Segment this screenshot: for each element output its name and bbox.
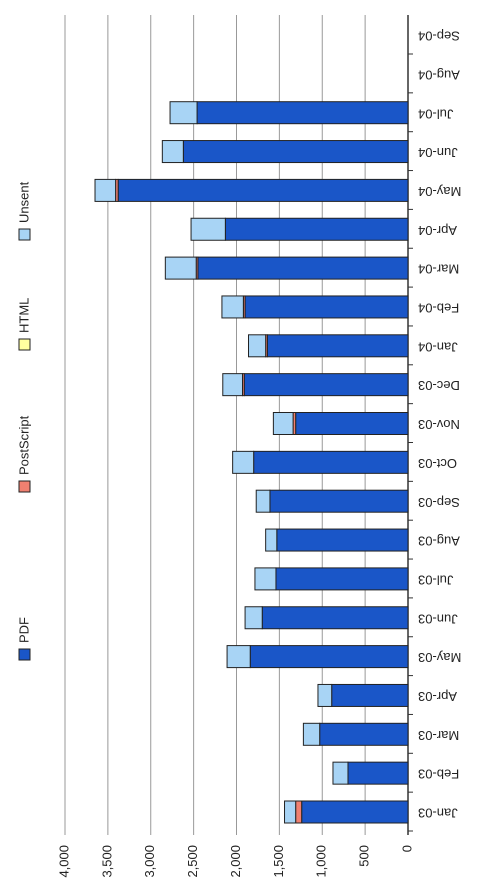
x-tick-label: Mar-03 (418, 728, 459, 743)
x-tick-label: Jul-04 (418, 106, 453, 121)
bar-segment (197, 256, 409, 280)
bar-segment (248, 334, 267, 358)
bar-segment (232, 450, 255, 474)
legend-label: PostScript (16, 415, 31, 475)
y-tick-label: 2,500 (185, 845, 200, 878)
x-tick-label: Jul-03 (418, 572, 453, 587)
bar-segment (319, 722, 409, 746)
x-tick-label: Sep-03 (418, 495, 460, 510)
y-tick-label: 3,000 (142, 845, 157, 878)
bar-segment (332, 761, 349, 785)
legend-swatch (18, 648, 31, 661)
x-tick-label: Apr-03 (418, 689, 457, 704)
bar-segment (244, 295, 409, 319)
bar-segment (221, 295, 244, 319)
bar-segment (266, 334, 409, 358)
y-tick-label: 500 (357, 845, 372, 867)
bar-segment (347, 761, 409, 785)
x-tick-label: Aug-04 (418, 67, 460, 82)
bar-segment (301, 800, 409, 824)
legend-swatch (18, 228, 31, 241)
bar-segment (331, 683, 409, 707)
bar-segment (226, 645, 251, 669)
bar-segment (224, 217, 409, 241)
y-tick-label: 4,000 (56, 845, 71, 878)
bar-segment (295, 412, 409, 435)
x-tick-label: Feb-03 (418, 767, 459, 782)
bar-segment (275, 567, 409, 591)
x-tick-label: Jun-03 (418, 611, 458, 626)
x-tick-label: May-04 (418, 184, 461, 199)
bar-segment (253, 450, 409, 474)
bar-segment (169, 101, 198, 125)
bar-segment (302, 722, 321, 746)
legend-swatch (18, 480, 31, 493)
bar-segment (255, 489, 271, 513)
x-tick-label: Jan-04 (418, 339, 458, 354)
y-tick-label: 0 (399, 845, 414, 852)
bar-segment (182, 140, 409, 164)
x-tick-label: Feb-04 (418, 301, 459, 316)
x-tick-label: Sep-04 (418, 29, 460, 44)
legend-swatch (18, 338, 31, 351)
bar-segment (272, 412, 294, 435)
y-tick-label: 2,000 (228, 845, 243, 878)
legend-label: Unsent (16, 181, 31, 223)
x-tick-label: Mar-04 (418, 262, 459, 277)
bar-segment (317, 683, 333, 707)
x-tick-label: Aug-03 (418, 534, 460, 549)
bar-segment (295, 800, 303, 824)
bar-segment (190, 217, 226, 241)
bar-segment (94, 178, 117, 202)
x-tick-label: Apr-04 (418, 223, 457, 238)
x-tick-label: Dec-03 (418, 378, 460, 393)
legend-label: HTML (16, 298, 31, 333)
bar-segment (276, 528, 409, 552)
y-tick-label: 1,000 (314, 845, 329, 878)
x-tick-label: May-03 (418, 650, 461, 665)
bar-segment (261, 606, 409, 630)
x-tick-label: Nov-03 (418, 417, 460, 432)
bar-segment (164, 256, 197, 280)
x-tick-label: Jan-03 (418, 806, 458, 821)
bar-segment (244, 606, 263, 630)
bar-segment (196, 101, 409, 125)
bar-segment (222, 373, 244, 397)
bar-segment (269, 489, 409, 513)
bar-segment (117, 178, 409, 202)
bar-segment (265, 528, 278, 552)
bar-segment (243, 373, 409, 397)
bar-segment (161, 140, 184, 164)
y-tick-label: 3,500 (99, 845, 114, 878)
legend-label: PDF (16, 617, 31, 643)
x-tick-label: Oct-03 (418, 456, 457, 471)
bar-segment (249, 645, 409, 669)
bar-segment (284, 800, 297, 824)
x-tick-label: Jun-04 (418, 145, 458, 160)
bar-segment (254, 567, 277, 591)
y-tick-label: 1,500 (271, 845, 286, 878)
